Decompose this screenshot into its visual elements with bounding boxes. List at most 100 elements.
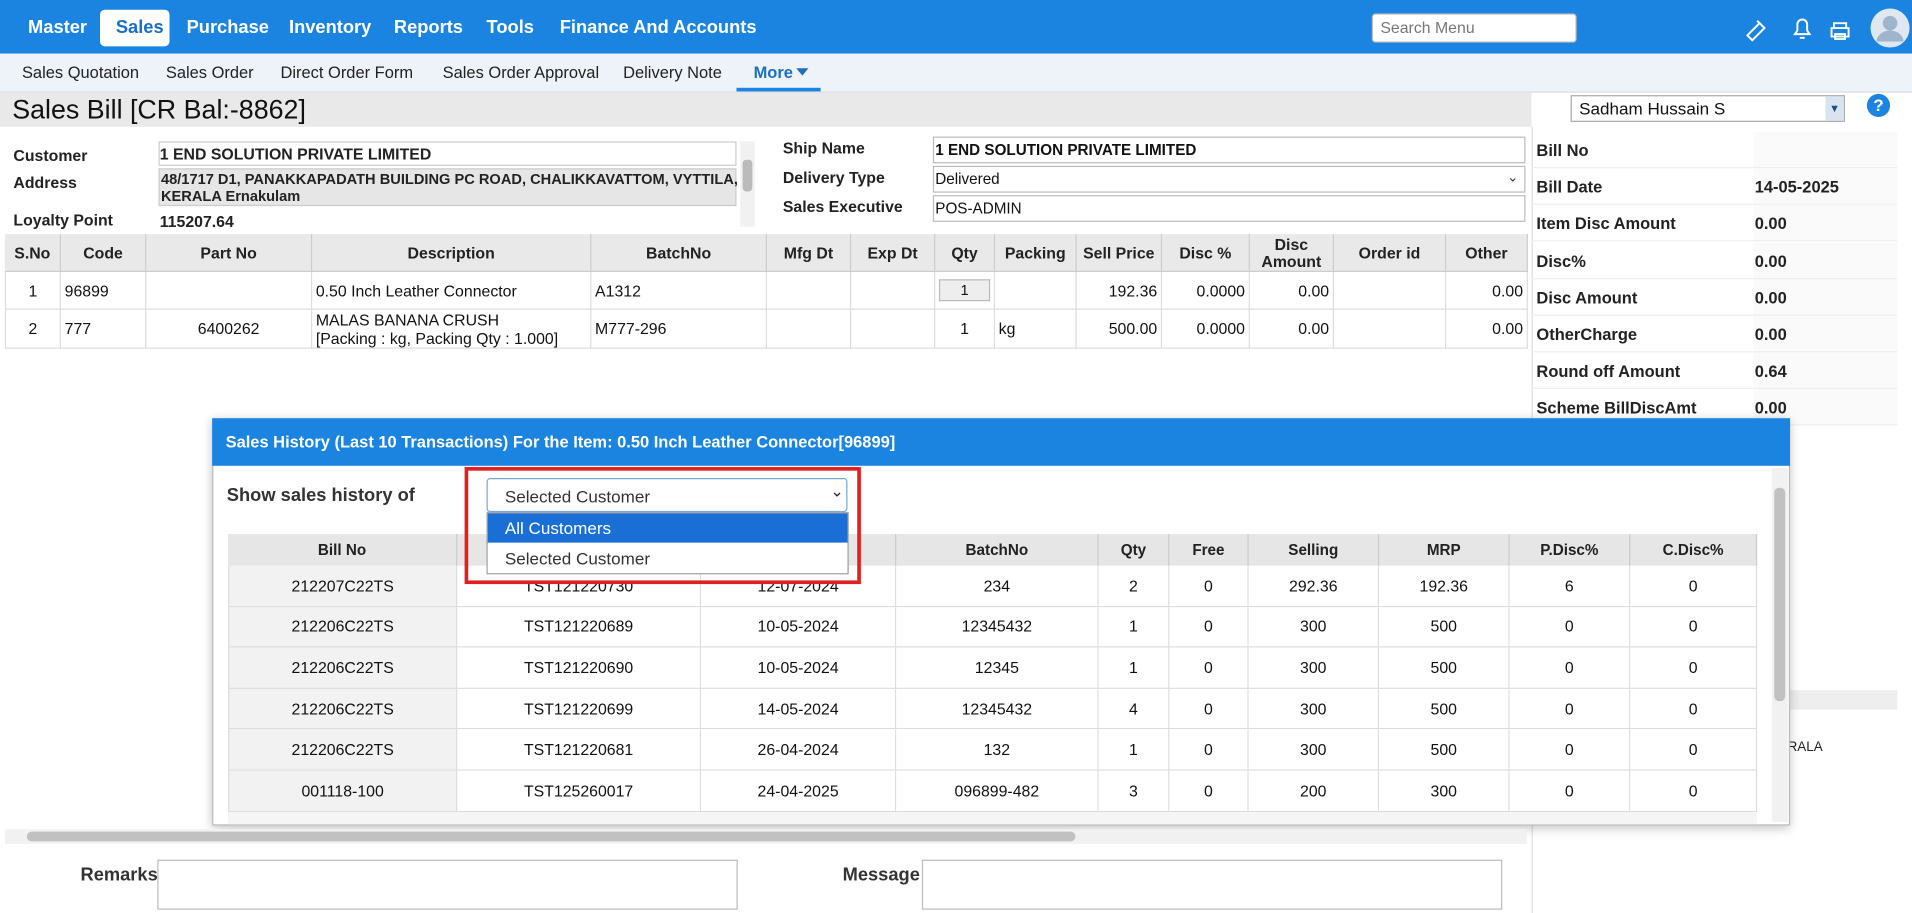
cell-text: 0.00 <box>1492 319 1523 337</box>
table-cell: 0.00 <box>1446 310 1528 349</box>
sub-nav-item[interactable]: Sales Order Approval <box>443 63 599 81</box>
cell-text: 500.00 <box>1109 319 1157 337</box>
history-cell: 292.36 <box>1249 566 1379 607</box>
history-cell: 1 <box>1099 730 1170 771</box>
cell-text: kg <box>999 319 1016 337</box>
table-cell: 192.36 <box>1077 272 1162 310</box>
form-value: 115207.64 <box>160 212 234 230</box>
column-header: Other <box>1446 234 1528 272</box>
table-cell <box>146 272 312 310</box>
nav-item[interactable]: Tools <box>487 17 534 38</box>
search-box[interactable]: Search Menu <box>1372 13 1577 42</box>
history-cell: 500 <box>1379 648 1509 689</box>
history-cell: 0 <box>1169 566 1248 607</box>
history-cell: 0 <box>1510 771 1631 812</box>
cell-text[interactable]: 1 <box>960 319 969 337</box>
remarks-input[interactable] <box>157 860 737 910</box>
cell-text: 2 <box>29 319 38 337</box>
cell-text: A1312 <box>595 281 641 299</box>
summary-label: Scheme BillDiscAmt <box>1536 399 1696 417</box>
history-cell: 300 <box>1249 689 1379 730</box>
history-cell: 192.36 <box>1379 566 1509 607</box>
history-cell: 10-05-2024 <box>701 607 896 648</box>
column-header: Mfg Dt <box>767 234 851 272</box>
header-line: Amount <box>1261 253 1321 270</box>
history-cell: 234 <box>896 566 1098 607</box>
form-label: Customer <box>13 146 87 164</box>
table-cell: 0.50 Inch Leather Connector <box>312 272 591 310</box>
message-input[interactable] <box>922 860 1502 910</box>
history-header: Free <box>1169 534 1248 566</box>
history-cell: 0 <box>1510 648 1631 689</box>
cell-text: 0.50 Inch Leather Connector <box>316 281 517 299</box>
sub-nav-item[interactable]: Delivery Note <box>623 63 722 81</box>
form-value: 1 END SOLUTION PRIVATE LIMITED <box>935 141 1196 158</box>
table-cell: 0.0000 <box>1162 310 1250 349</box>
sub-nav-item[interactable]: Sales Quotation <box>22 63 139 81</box>
history-cell: 0 <box>1630 689 1757 730</box>
column-header: Exp Dt <box>851 234 935 272</box>
dialog-scroll-thumb[interactable] <box>1774 488 1785 701</box>
history-cell: 0 <box>1510 607 1631 648</box>
history-cell: 12345 <box>896 648 1098 689</box>
table-cell: 1 <box>935 272 995 310</box>
history-cell: 0 <box>1630 730 1757 771</box>
form-value: Delivered <box>935 171 999 188</box>
nav-item[interactable]: Finance And Accounts <box>560 17 757 38</box>
sub-nav-item[interactable]: More <box>754 63 793 81</box>
h-scroll-thumb[interactable] <box>27 832 1076 842</box>
table-cell: 0.00 <box>1250 310 1334 349</box>
table-cell <box>767 310 851 349</box>
message-label: Message <box>843 865 920 886</box>
history-cell: 0 <box>1510 689 1631 730</box>
table-cell: 0.00 <box>1250 272 1334 310</box>
history-cell: 6 <box>1510 566 1631 607</box>
nav-item[interactable]: Sales <box>116 17 164 38</box>
history-cell: TST121220681 <box>457 730 701 771</box>
history-cell: 200 <box>1249 771 1379 812</box>
table-cell: 0.00 <box>1446 272 1528 310</box>
help-icon[interactable]: ? <box>1867 94 1890 117</box>
sub-nav-item[interactable]: Sales Order <box>166 63 254 81</box>
history-cell: 0 <box>1630 566 1757 607</box>
nav-item[interactable]: Purchase <box>187 17 269 38</box>
table-cell: 1 <box>935 310 995 349</box>
active-underline <box>737 88 821 92</box>
column-header: Order id <box>1334 234 1446 272</box>
history-header: Selling <box>1249 534 1379 566</box>
cell-text: 0.0000 <box>1197 319 1245 337</box>
form-value: 48/1717 D1, PANAKKAPADATH BUILDING PC RO… <box>161 171 738 188</box>
history-header: BatchNo <box>896 534 1098 566</box>
nav-item[interactable]: Reports <box>394 17 463 38</box>
select-arrow[interactable]: ▼ <box>1825 96 1843 120</box>
sub-nav-item[interactable]: Direct Order Form <box>280 63 413 81</box>
cell-text[interactable]: 1 <box>939 279 990 301</box>
column-header: Qty <box>935 234 995 272</box>
print-icon[interactable] <box>1832 23 1849 39</box>
edit-icon[interactable] <box>1747 21 1764 41</box>
column-header: BatchNo <box>591 234 767 272</box>
history-cell: 300 <box>1379 771 1509 812</box>
history-cell: 500 <box>1379 607 1509 648</box>
scroll-thumb <box>743 160 753 192</box>
table-cell: 1 <box>5 272 61 310</box>
table-cell: A1312 <box>591 272 767 310</box>
history-header: P.Disc% <box>1510 534 1631 566</box>
history-cell: 24-04-2025 <box>701 771 896 812</box>
input-box[interactable] <box>933 195 1526 222</box>
highlight-box <box>465 467 861 584</box>
remarks-label: Remarks <box>80 865 157 886</box>
history-cell: 0 <box>1169 689 1248 730</box>
nav-item[interactable]: Master <box>28 17 87 38</box>
form-label: Ship Name <box>783 139 865 157</box>
input-box[interactable] <box>933 166 1526 193</box>
table-cell: 6400262 <box>146 310 312 349</box>
bell-icon[interactable] <box>1795 20 1810 38</box>
summary-value: 14-05-2025 <box>1755 178 1839 196</box>
history-cell: 12345432 <box>896 689 1098 730</box>
filter-label: Show sales history of <box>227 485 415 506</box>
summary-label: Disc Amount <box>1536 289 1637 307</box>
history-cell: 132 <box>896 730 1098 771</box>
user-select[interactable]: Sadham Hussain S <box>1571 95 1845 122</box>
nav-item[interactable]: Inventory <box>289 17 371 38</box>
